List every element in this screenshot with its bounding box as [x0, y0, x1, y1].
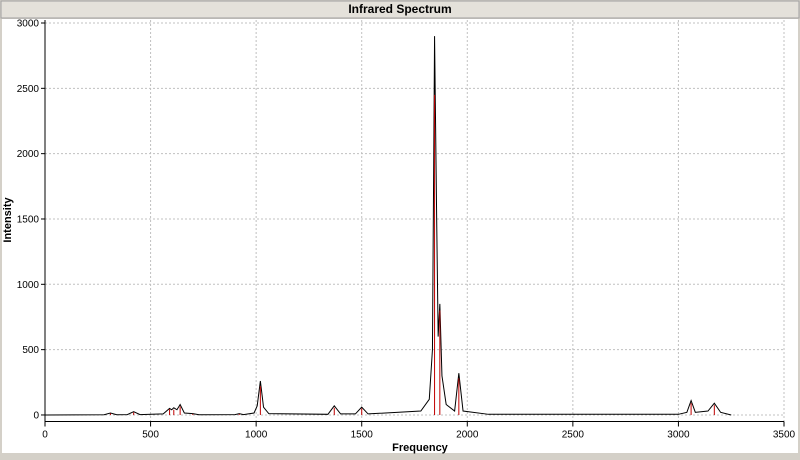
plot-panel — [2, 19, 798, 453]
y-tick-label: 2000 — [17, 149, 40, 160]
x-tick-label: 3000 — [667, 430, 690, 441]
chart-title: Infrared Spectrum — [348, 2, 451, 16]
y-tick-label: 2500 — [17, 84, 40, 95]
x-tick-label: 0 — [42, 430, 48, 441]
x-tick-label: 3500 — [773, 430, 796, 441]
title-bar — [0, 0, 800, 19]
x-tick-label: 2000 — [456, 430, 479, 441]
x-axis-label: Frequency — [392, 442, 449, 454]
x-tick-label: 2500 — [562, 430, 585, 441]
spectrum-line — [44, 36, 732, 416]
x-tick-label: 1000 — [245, 430, 268, 441]
y-tick-label: 500 — [22, 345, 39, 356]
x-tick-label: 1500 — [351, 430, 374, 441]
y-tick-label: 1000 — [17, 280, 40, 291]
x-tick-label: 500 — [142, 430, 159, 441]
y-tick-label: 1500 — [17, 214, 40, 225]
y-axis-label: Intensity — [2, 197, 14, 243]
y-tick-label: 0 — [33, 410, 39, 421]
y-tick-label: 3000 — [17, 19, 40, 30]
